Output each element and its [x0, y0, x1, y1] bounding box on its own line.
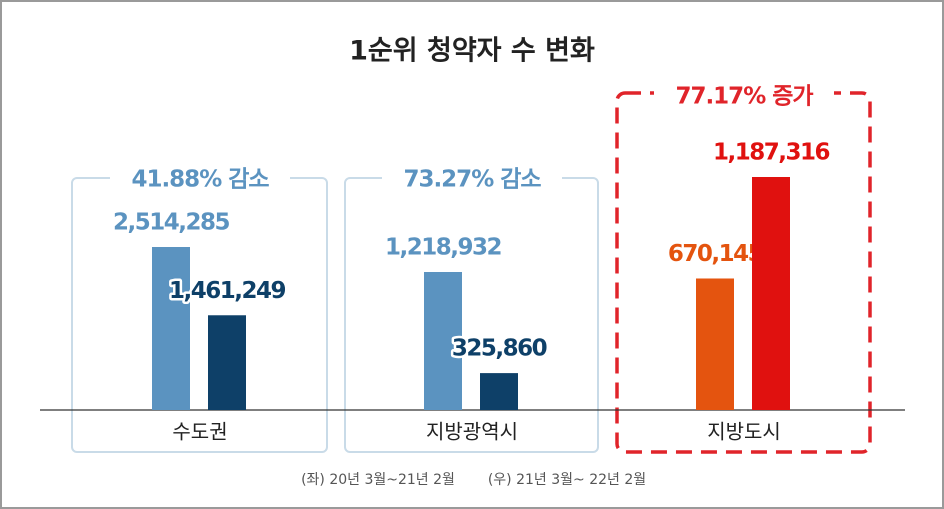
- bar: [480, 373, 518, 410]
- group-box-highlight: [615, 91, 872, 454]
- chart-title: 1순위 청약자 수 변화: [349, 36, 595, 67]
- bar: [752, 177, 790, 410]
- annotation-bg: [654, 82, 834, 112]
- value-label: 1,461,249: [169, 278, 285, 304]
- annotation-bg: [110, 165, 290, 195]
- value-label: 670,145: [668, 241, 763, 267]
- x-tick-label: 지방도시: [707, 420, 781, 444]
- value-label: 2,514,285: [113, 210, 229, 236]
- annotation: 77.17% 증가: [675, 84, 813, 110]
- bar: [696, 278, 734, 410]
- annotation-bg: [382, 165, 562, 195]
- x-tick-label: 수도권: [172, 420, 227, 444]
- legend-label: (우) 21년 3월~ 22년 2월: [488, 472, 646, 488]
- bar: [152, 247, 190, 410]
- value-label: 1,187,316: [713, 140, 829, 166]
- value-label: 325,860: [452, 336, 547, 362]
- value-label: 1,218,932: [385, 235, 501, 261]
- annotation: 73.27% 감소: [403, 167, 541, 193]
- x-tick-label: 지방광역시: [426, 420, 518, 444]
- bar: [424, 272, 462, 410]
- bar: [208, 315, 246, 410]
- legend-label: (좌) 20년 3월~21년 2월: [301, 472, 455, 488]
- annotation: 41.88% 감소: [131, 167, 269, 193]
